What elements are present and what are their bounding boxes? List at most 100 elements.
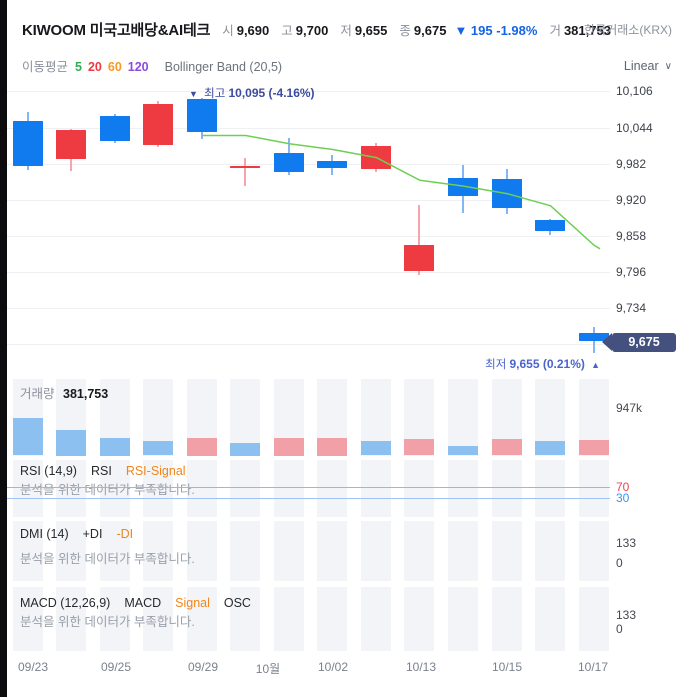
column-stripe — [13, 460, 43, 517]
candlestick[interactable] — [317, 161, 347, 168]
ma-label: 이동평균 — [22, 60, 69, 74]
price-axis-label: 9,982 — [616, 157, 647, 171]
candlestick[interactable] — [143, 104, 173, 145]
rsi-signal-series: RSI-Signal — [125, 464, 186, 478]
volume-bar[interactable] — [448, 446, 478, 455]
column-stripe — [317, 521, 347, 581]
dmi-legend: DMI (14) +DI -DI — [20, 527, 133, 541]
rsi-upper-band-label: 70 — [616, 480, 630, 494]
column-stripe — [56, 587, 86, 651]
column-stripe — [230, 460, 260, 517]
candlestick[interactable] — [579, 333, 609, 341]
column-stripe — [535, 460, 565, 517]
volume-legend: 거래량 381,753 — [20, 387, 109, 401]
volume-bar[interactable] — [187, 438, 217, 456]
column-stripe — [404, 460, 434, 517]
dmi-axis-max-label: 133 — [616, 536, 637, 550]
price-gridline — [7, 344, 610, 345]
column-stripe — [448, 521, 478, 581]
volume-bar[interactable] — [230, 443, 260, 456]
lowest-price-annotation: 최저 9,655 (0.21%) ▲ — [485, 357, 600, 371]
quote-high: 고 9,700 — [281, 23, 329, 38]
column-stripe — [492, 460, 522, 517]
candlestick[interactable] — [535, 220, 565, 231]
column-stripe — [448, 460, 478, 517]
volume-bar[interactable] — [535, 441, 565, 455]
down-triangle-icon: ▼ — [189, 89, 198, 99]
volume-bar[interactable] — [404, 439, 434, 455]
price-axis-label: 9,734 — [616, 301, 647, 315]
macd-signal-series: Signal — [175, 596, 210, 610]
dmi-axis-min-label: 0 — [616, 556, 623, 570]
dmi-plus-di-series: +DI — [82, 527, 103, 541]
instrument-title: KIWOOM 미국고배당&AI테크 — [22, 22, 211, 39]
dmi-minus-di-series: -DI — [116, 527, 134, 541]
column-stripe — [535, 521, 565, 581]
column-stripe — [230, 521, 260, 581]
price-axis-label: 9,920 — [616, 193, 647, 207]
column-stripe — [361, 521, 391, 581]
column-stripe — [100, 521, 130, 581]
scale-selector[interactable]: Linear ∨ — [624, 59, 672, 73]
ma-period-20: 20 — [87, 60, 102, 74]
volume-bar[interactable] — [579, 440, 609, 455]
column-stripe — [143, 587, 173, 651]
candlestick[interactable] — [492, 179, 522, 208]
volume-bar[interactable] — [143, 441, 173, 455]
column-stripe — [143, 460, 173, 517]
column-stripe — [535, 587, 565, 651]
column-stripe — [317, 587, 347, 651]
macd-axis-max-label: 133 — [616, 608, 637, 622]
column-stripe — [187, 460, 217, 517]
candlestick[interactable] — [361, 146, 391, 169]
quote-close: 종 9,675 — [399, 23, 447, 38]
candlestick[interactable] — [100, 116, 130, 141]
volume-bar[interactable] — [274, 438, 304, 456]
column-stripe — [579, 460, 609, 517]
price-gridline — [7, 128, 610, 129]
ma-period-120: 120 — [127, 60, 149, 74]
macd-legend: MACD (12,26,9) MACD Signal OSC — [20, 596, 251, 610]
candlestick[interactable] — [404, 245, 434, 271]
macd-no-data-message: 분석을 위한 데이터가 부족합니다. — [20, 615, 195, 629]
macd-osc-series: OSC — [223, 596, 251, 610]
quote-open: 시 9,690 — [222, 23, 270, 38]
candlestick[interactable] — [274, 153, 304, 172]
candlestick[interactable] — [13, 121, 43, 166]
column-stripe — [13, 587, 43, 651]
candlestick[interactable] — [448, 178, 478, 196]
macd-series: MACD — [124, 596, 162, 610]
candle-wick — [244, 158, 246, 187]
candlestick[interactable] — [230, 166, 260, 168]
column-stripe — [187, 521, 217, 581]
volume-bar[interactable] — [56, 430, 86, 456]
column-stripe — [56, 460, 86, 517]
volume-bar[interactable] — [317, 438, 347, 456]
volume-bar[interactable] — [100, 438, 130, 456]
column-stripe — [361, 460, 391, 517]
rsi-lower-band-label: 30 — [616, 491, 630, 505]
x-axis-label: 10/17 — [577, 660, 609, 674]
x-axis-label: 10월 — [255, 662, 281, 676]
rsi-legend: RSI (14,9) RSI RSI-Signal — [20, 464, 186, 478]
ma-period-5: 5 — [75, 60, 82, 74]
quote-change: ▼ 195 -1.98% — [454, 23, 538, 38]
candlestick[interactable] — [187, 99, 217, 132]
quote-volume: 거 381,753 — [549, 23, 611, 38]
price-axis-label: 9,796 — [616, 265, 647, 279]
candlestick[interactable] — [56, 130, 86, 159]
rsi-series: RSI — [90, 464, 112, 478]
column-stripe — [317, 460, 347, 517]
column-stripe — [230, 587, 260, 651]
last-price-badge: 9,675 — [612, 333, 676, 352]
volume-bar[interactable] — [13, 418, 43, 455]
rsi-params: RSI (14,9) — [20, 464, 77, 478]
scale-selector-value: Linear — [623, 59, 659, 73]
window-left-border — [0, 0, 7, 697]
column-stripe — [361, 587, 391, 651]
volume-bar[interactable] — [492, 439, 522, 455]
dmi-params: DMI (14) — [20, 527, 69, 541]
volume-bar[interactable] — [361, 441, 391, 455]
price-axis-label: 10,044 — [616, 121, 653, 135]
column-stripe — [100, 460, 130, 517]
